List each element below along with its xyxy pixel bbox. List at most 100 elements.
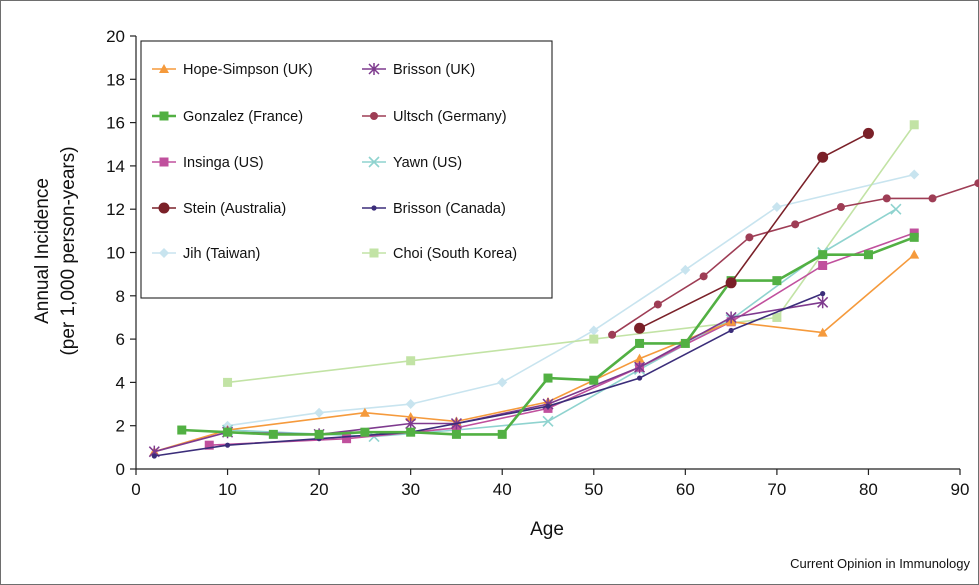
x-tick-label: 50 bbox=[584, 480, 603, 499]
legend-label: Yawn (US) bbox=[393, 155, 462, 171]
legend-swatch-marker bbox=[159, 157, 169, 167]
data-point bbox=[636, 375, 643, 381]
square-marker-shape bbox=[589, 334, 599, 344]
dot-marker-shape bbox=[820, 291, 826, 297]
square-marker-shape bbox=[360, 427, 370, 437]
square-marker-shape bbox=[406, 427, 416, 437]
triangle-marker-shape bbox=[359, 407, 370, 417]
square-marker-shape bbox=[268, 429, 278, 439]
legend-label: Jih (Taiwan) bbox=[183, 246, 260, 262]
y-tick-label: 20 bbox=[106, 27, 125, 46]
y-tick-label: 4 bbox=[116, 373, 125, 392]
x-tick-label: 0 bbox=[131, 480, 140, 499]
asterisk-marker-shape bbox=[405, 417, 417, 430]
legend-label: Choi (South Korea) bbox=[393, 246, 517, 262]
legend-item: Yawn (US) bbox=[362, 155, 462, 171]
data-point bbox=[543, 373, 553, 383]
x-tick-label: 30 bbox=[401, 480, 420, 499]
data-point bbox=[314, 429, 324, 439]
square-marker-shape bbox=[451, 429, 461, 439]
square-marker-shape bbox=[204, 440, 214, 450]
y-tick-label: 14 bbox=[106, 157, 125, 176]
legend-item: Gonzalez (France) bbox=[152, 109, 303, 125]
data-point bbox=[405, 417, 417, 430]
series-layer bbox=[148, 120, 979, 459]
x-tick-label: 20 bbox=[310, 480, 329, 499]
legend-item: Brisson (UK) bbox=[362, 62, 475, 78]
data-point bbox=[406, 356, 416, 366]
square-marker-shape bbox=[818, 260, 828, 270]
series-line bbox=[227, 173, 915, 427]
data-point bbox=[497, 429, 507, 439]
legend-swatch-marker bbox=[368, 63, 380, 75]
circle-marker-shape bbox=[974, 179, 979, 188]
data-point bbox=[772, 276, 782, 286]
x-tick-label: 40 bbox=[493, 480, 512, 499]
y-axis-title-line-2: (per 1,000 person-years) bbox=[58, 146, 79, 355]
data-point bbox=[314, 407, 325, 418]
data-point bbox=[818, 250, 828, 260]
square-marker-shape bbox=[772, 276, 782, 286]
triangle-marker-shape bbox=[634, 353, 645, 363]
legend-swatch-marker bbox=[368, 156, 380, 168]
data-point bbox=[882, 194, 891, 203]
data-point bbox=[745, 233, 754, 242]
data-point bbox=[699, 272, 708, 281]
square-marker-shape bbox=[909, 232, 919, 242]
dot-marker-shape bbox=[545, 403, 551, 409]
x-tick-label: 10 bbox=[218, 480, 237, 499]
y-tick-label: 2 bbox=[116, 417, 125, 436]
legend-swatch-marker bbox=[371, 205, 377, 211]
legend-swatch-marker bbox=[159, 64, 169, 73]
data-point bbox=[223, 427, 233, 437]
circle-marker-shape bbox=[791, 220, 800, 229]
data-point bbox=[725, 277, 737, 289]
legend-swatch-marker bbox=[158, 202, 170, 214]
square-marker-shape bbox=[342, 434, 352, 444]
data-point bbox=[909, 232, 919, 242]
triangle-marker-shape bbox=[817, 327, 828, 337]
dot-marker-shape bbox=[151, 453, 157, 459]
data-point bbox=[791, 220, 800, 229]
data-point bbox=[204, 440, 214, 450]
data-point bbox=[725, 311, 737, 324]
data-point bbox=[817, 151, 829, 163]
legend-item: Ultsch (Germany) bbox=[362, 109, 507, 125]
triangle-marker-shape bbox=[159, 64, 169, 73]
legend: Hope-Simpson (UK) Brisson (UK) Gonzalez (F… bbox=[140, 40, 553, 299]
data-point bbox=[405, 412, 416, 422]
circle-marker-shape bbox=[634, 322, 646, 334]
data-point bbox=[268, 429, 278, 439]
y-tick-label: 16 bbox=[106, 114, 125, 133]
x-tick-label: 80 bbox=[859, 480, 878, 499]
circle-marker-shape bbox=[370, 112, 378, 120]
data-point bbox=[862, 127, 874, 139]
data-point bbox=[728, 327, 734, 334]
series-stein-australia bbox=[634, 127, 874, 334]
data-point bbox=[359, 407, 370, 417]
data-point bbox=[589, 334, 599, 344]
square-marker-shape bbox=[223, 427, 233, 437]
legend-label: Brisson (Canada) bbox=[393, 201, 506, 217]
y-tick-label: 10 bbox=[106, 244, 125, 263]
square-marker-shape bbox=[159, 111, 169, 121]
data-point bbox=[817, 327, 828, 337]
series-line bbox=[639, 132, 869, 330]
asterisk-marker-shape bbox=[634, 361, 646, 374]
circle-marker-shape bbox=[928, 194, 937, 203]
legend-swatch-marker bbox=[159, 248, 169, 258]
data-point bbox=[405, 399, 416, 410]
diamond-marker-shape bbox=[909, 169, 920, 180]
dot-marker-shape bbox=[224, 442, 231, 448]
diamond-marker-shape bbox=[314, 407, 325, 418]
series-line bbox=[154, 292, 823, 457]
square-marker-shape bbox=[909, 120, 919, 130]
circle-marker-shape bbox=[608, 330, 617, 339]
data-point bbox=[890, 203, 902, 215]
x-marker-shape bbox=[890, 203, 902, 215]
data-point bbox=[608, 330, 617, 339]
square-marker-shape bbox=[635, 338, 645, 348]
square-marker-shape bbox=[314, 429, 324, 439]
data-point bbox=[680, 338, 690, 348]
